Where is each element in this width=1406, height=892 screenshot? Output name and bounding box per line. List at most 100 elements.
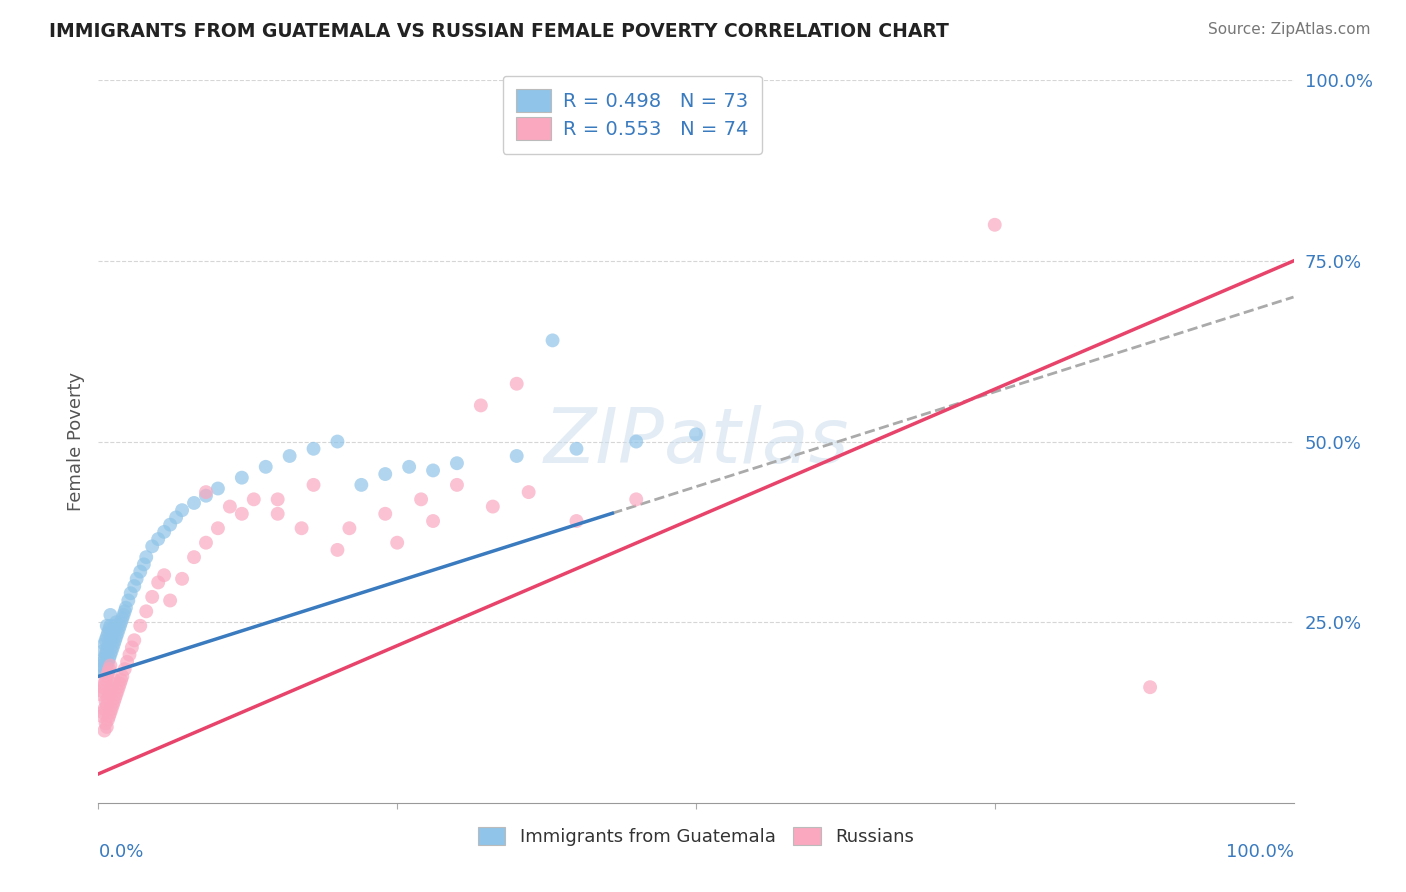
Text: 0.0%: 0.0% [98, 843, 143, 861]
Point [685, 427, 707, 442]
Point [195, 535, 218, 549]
Point [302, 478, 325, 492]
Point [398, 459, 420, 474]
Point [91, 709, 114, 723]
Point [422, 463, 444, 477]
Point [93, 651, 115, 665]
Point [446, 478, 468, 492]
Point [101, 640, 124, 655]
Point [101, 626, 124, 640]
Point [96, 698, 118, 713]
Text: IMMIGRANTS FROM GUATEMALA VS RUSSIAN FEMALE POVERTY CORRELATION CHART: IMMIGRANTS FROM GUATEMALA VS RUSSIAN FEM… [49, 22, 949, 41]
Point [135, 604, 157, 618]
Point [385, 535, 409, 549]
Point [98, 633, 122, 648]
Point [141, 539, 163, 553]
Point [115, 655, 138, 669]
Point [183, 550, 205, 565]
Point [506, 376, 529, 391]
Point [118, 648, 141, 662]
Point [90, 662, 112, 676]
Point [91, 658, 114, 673]
Point [111, 611, 134, 625]
Point [98, 683, 122, 698]
Point [470, 398, 492, 412]
Point [517, 485, 540, 500]
Point [183, 496, 205, 510]
Point [91, 683, 114, 698]
Point [98, 709, 121, 723]
Point [219, 500, 242, 514]
Point [1139, 680, 1161, 694]
Point [94, 673, 117, 687]
Point [108, 619, 131, 633]
Point [96, 720, 118, 734]
Point [110, 615, 132, 630]
Point [101, 676, 124, 690]
Point [91, 680, 114, 694]
Point [104, 619, 127, 633]
Point [148, 575, 170, 590]
Point [96, 669, 118, 683]
Point [148, 532, 170, 546]
Point [124, 633, 146, 648]
Point [100, 702, 122, 716]
Legend: Immigrants from Guatemala, Russians: Immigrants from Guatemala, Russians [470, 818, 922, 855]
Point [115, 600, 138, 615]
Point [105, 615, 128, 630]
Point [172, 503, 194, 517]
Point [326, 542, 349, 557]
Point [94, 648, 117, 662]
Point [93, 723, 115, 738]
Point [411, 492, 433, 507]
Point [159, 593, 181, 607]
Point [110, 673, 132, 687]
Point [97, 691, 120, 706]
Point [104, 633, 127, 648]
Point [97, 665, 120, 680]
Point [90, 687, 112, 701]
Point [326, 434, 349, 449]
Point [339, 521, 361, 535]
Point [103, 637, 125, 651]
Point [100, 644, 122, 658]
Y-axis label: Female Poverty: Female Poverty [66, 372, 84, 511]
Point [107, 626, 129, 640]
Point [121, 640, 143, 655]
Point [98, 662, 121, 676]
Point [446, 456, 468, 470]
Point [278, 449, 301, 463]
Point [302, 442, 325, 456]
Point [96, 630, 118, 644]
Point [125, 572, 148, 586]
Point [94, 662, 117, 676]
Point [291, 521, 314, 535]
Point [107, 680, 129, 694]
Point [153, 568, 176, 582]
Point [114, 604, 136, 618]
Point [98, 658, 122, 673]
Point [984, 218, 1007, 232]
Point [141, 590, 163, 604]
Point [96, 644, 118, 658]
Point [91, 706, 114, 720]
Point [565, 442, 588, 456]
Point [135, 550, 157, 565]
Point [231, 507, 253, 521]
Point [254, 459, 277, 474]
Point [111, 669, 134, 683]
Point [132, 558, 155, 572]
Point [565, 514, 588, 528]
Point [97, 713, 120, 727]
Point [626, 492, 648, 507]
Point [506, 449, 529, 463]
Point [541, 334, 564, 348]
Point [114, 662, 136, 676]
Point [91, 655, 114, 669]
Point [97, 626, 120, 640]
Point [104, 691, 127, 706]
Point [94, 695, 117, 709]
Point [120, 586, 142, 600]
Point [100, 680, 122, 694]
Point [153, 524, 176, 539]
